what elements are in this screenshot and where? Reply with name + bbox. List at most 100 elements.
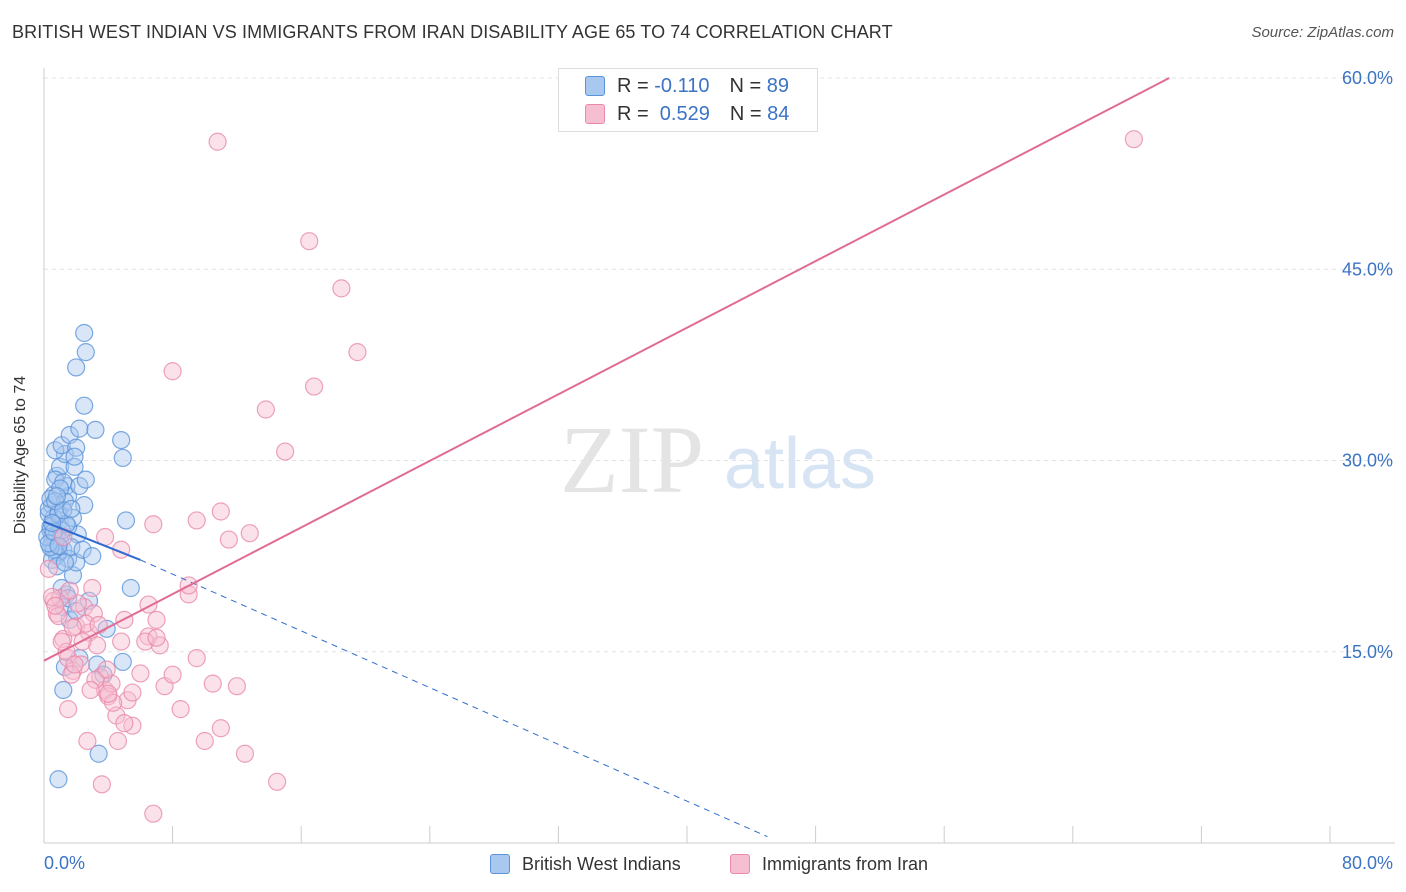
y-tick-label: 15.0%: [1342, 642, 1393, 662]
x-tick-label: 0.0%: [44, 853, 85, 873]
legend-n-label-blue: N =: [729, 74, 762, 97]
point-immigrants-from-iran: [235, 744, 255, 763]
point-immigrants-from-iran: [59, 700, 78, 719]
axes: [43, 68, 1395, 844]
bottom-legend-swatch-pink: [730, 854, 750, 874]
point-immigrants-from-iran: [171, 700, 190, 719]
x-tick-label: 80.0%: [1342, 853, 1393, 873]
point-british-west-indians: [75, 396, 94, 415]
point-immigrants-from-iran: [131, 664, 150, 683]
point-immigrants-from-iran: [227, 677, 246, 696]
trend-line-blue: [43, 520, 141, 561]
point-immigrants-from-iran: [78, 731, 97, 751]
point-british-west-indians: [112, 431, 131, 450]
point-immigrants-from-iran: [267, 772, 287, 791]
point-immigrants-from-iran: [39, 559, 58, 578]
bottom-legend-blue: British West Indians: [490, 852, 681, 876]
y-tick-label: 60.0%: [1342, 68, 1393, 88]
point-british-west-indians: [76, 343, 95, 362]
point-british-west-indians: [49, 536, 68, 556]
chart-title: BRITISH WEST INDIAN VS IMMIGRANTS FROM I…: [12, 22, 893, 42]
point-immigrants-from-iran: [49, 606, 68, 626]
point-immigrants-from-iran: [203, 674, 222, 693]
source-credit: Source: ZipAtlas.com: [1251, 24, 1394, 41]
legend-n-value-pink: 84: [767, 102, 790, 125]
point-immigrants-from-iran: [97, 660, 116, 679]
point-immigrants-from-iran: [211, 719, 230, 738]
point-immigrants-from-iran: [300, 232, 319, 251]
trend-lines: [43, 77, 1170, 838]
point-immigrants-from-iran: [63, 618, 83, 637]
point-british-west-indians: [65, 447, 84, 466]
point-british-west-indians: [62, 499, 81, 519]
watermark-zip: ZIP: [560, 406, 704, 513]
bottom-legend-swatch-blue: [490, 854, 510, 874]
legend-row-pink: R = 0.529 N = 84: [585, 101, 789, 127]
point-british-west-indians: [83, 547, 102, 566]
point-british-west-indians: [76, 470, 95, 489]
point-immigrants-from-iran: [208, 132, 227, 151]
point-british-west-indians: [54, 680, 73, 700]
point-immigrants-from-iran: [332, 279, 351, 298]
point-immigrants-from-iran: [83, 578, 102, 598]
point-british-west-indians: [113, 652, 132, 672]
legend-swatch-blue: [585, 76, 605, 96]
tick-labels: 15.0% 30.0% 45.0% 60.0% 0.0% 80.0%: [44, 68, 1393, 873]
point-british-west-indians: [55, 553, 74, 572]
point-immigrants-from-iran: [147, 610, 166, 629]
point-immigrants-from-iran: [348, 343, 367, 362]
legend-row-blue: R = -0.110 N = 89: [585, 73, 789, 99]
point-immigrants-from-iran: [219, 530, 238, 549]
point-british-west-indians: [113, 448, 132, 468]
trend-line-blue-dashed: [140, 559, 768, 838]
point-british-west-indians: [65, 457, 84, 476]
point-immigrants-from-iran: [65, 655, 84, 674]
point-immigrants-from-iran: [112, 632, 131, 651]
point-british-west-indians: [75, 323, 94, 343]
point-immigrants-from-iran: [60, 581, 79, 600]
point-british-west-indians: [73, 540, 92, 559]
y-tick-label: 30.0%: [1342, 451, 1393, 471]
watermark: ZIP atlas: [560, 406, 876, 513]
trend-line-pink: [43, 77, 1170, 662]
point-immigrants-from-iran: [104, 693, 123, 712]
y-tick-label: 45.0%: [1342, 259, 1393, 279]
point-immigrants-from-iran: [211, 502, 230, 521]
legend-r-label-blue: R =: [617, 74, 649, 97]
point-immigrants-from-iran: [240, 524, 259, 543]
point-immigrants-from-iran: [81, 680, 100, 700]
legend: R = -0.110 N = 89 R = 0.529 N = 84: [558, 68, 818, 132]
point-immigrants-from-iran: [108, 731, 128, 751]
point-immigrants-from-iran: [187, 511, 206, 530]
legend-r-label-pink: R =: [617, 102, 649, 125]
bottom-legend-pink: Immigrants from Iran: [730, 852, 928, 876]
point-immigrants-from-iran: [52, 632, 71, 651]
point-immigrants-from-iran: [92, 775, 111, 794]
point-immigrants-from-iran: [136, 632, 155, 651]
point-immigrants-from-iran: [256, 400, 275, 419]
legend-n-label-pink: N =: [729, 102, 762, 125]
point-british-west-indians: [116, 511, 136, 530]
point-british-west-indians: [70, 419, 89, 438]
point-immigrants-from-iran: [86, 670, 105, 689]
point-immigrants-from-iran: [144, 515, 163, 534]
bottom-legend-label-pink: Immigrants from Iran: [762, 853, 929, 874]
point-british-west-indians: [47, 487, 66, 506]
point-immigrants-from-iran: [187, 649, 206, 668]
point-immigrants-from-iran: [163, 665, 182, 684]
series-immigrants-from-iran: [39, 130, 1143, 823]
point-immigrants-from-iran: [99, 684, 118, 703]
point-british-west-indians: [86, 420, 105, 439]
point-immigrants-from-iran: [163, 362, 182, 381]
point-immigrants-from-iran: [147, 628, 166, 647]
legend-n-value-blue: 89: [766, 74, 789, 97]
point-british-west-indians: [89, 744, 108, 763]
point-british-west-indians: [49, 770, 68, 789]
legend-r-value-pink: 0.529: [654, 102, 710, 125]
point-british-west-indians: [121, 578, 140, 598]
point-british-west-indians: [67, 358, 86, 377]
point-immigrants-from-iran: [195, 731, 214, 751]
point-immigrants-from-iran: [46, 596, 65, 615]
point-immigrants-from-iran: [89, 615, 108, 635]
